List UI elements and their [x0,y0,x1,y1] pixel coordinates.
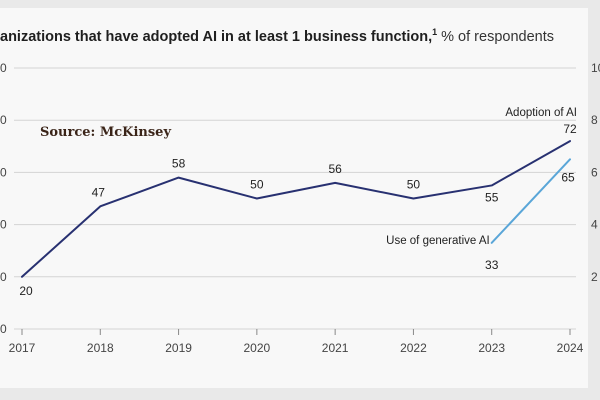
series-line-adoption-of-ai [21,140,571,278]
data-label: 58 [172,157,186,171]
left-tick-label: 0 [0,165,7,179]
series-label-use-of-generative-ai: Use of generative AI [386,235,490,247]
x-tick-label: 2023 [478,341,505,355]
x-axis-ticks: 2017 2018 2019 2020 2021 2022 2023 2024 [9,329,584,355]
series-lines [21,140,571,278]
x-tick-label: 2022 [400,341,427,355]
gridlines [14,67,576,330]
left-tick-label: 0 [0,270,7,284]
left-axis-ticks: 0 0 0 0 0 0 [0,61,7,336]
right-tick-label: 2 [591,270,598,284]
data-label: 33 [485,258,499,272]
data-label: 56 [328,162,342,176]
data-label: 50 [407,178,421,192]
chart-title: anizations that have adopted AI in at le… [0,27,554,45]
chart-card [0,8,588,388]
left-tick-label: 0 [0,322,7,336]
left-tick-label: 0 [0,113,7,127]
data-label: 72 [563,122,577,136]
x-tick-label: 2018 [87,341,114,355]
data-label: 20 [19,284,33,298]
data-label: 47 [92,185,106,199]
x-tick-label: 2024 [557,341,584,355]
right-tick-label: 6 [591,165,598,179]
right-axis-ticks: 10 8 6 4 2 [591,61,600,284]
source-annotation: Source: McKinsey [40,125,171,140]
data-label: 55 [485,190,499,204]
data-label: 65 [561,170,575,184]
left-tick-label: 0 [0,218,7,232]
left-tick-label: 0 [0,61,7,75]
series-label-adoption-of-ai: Adoption of AI [505,107,577,119]
data-label: 50 [250,178,264,192]
right-tick-label: 4 [591,218,598,232]
x-tick-label: 2021 [322,341,349,355]
x-tick-label: 2020 [244,341,271,355]
right-tick-label: 10 [591,61,600,75]
x-tick-label: 2017 [9,341,36,355]
x-tick-label: 2019 [165,341,192,355]
series-line-use-of-generative-ai [490,158,571,244]
right-tick-label: 8 [591,113,598,127]
data-labels: 20 47 58 50 56 50 55 72 33 65 Adoption of AI Use of… [19,107,577,298]
